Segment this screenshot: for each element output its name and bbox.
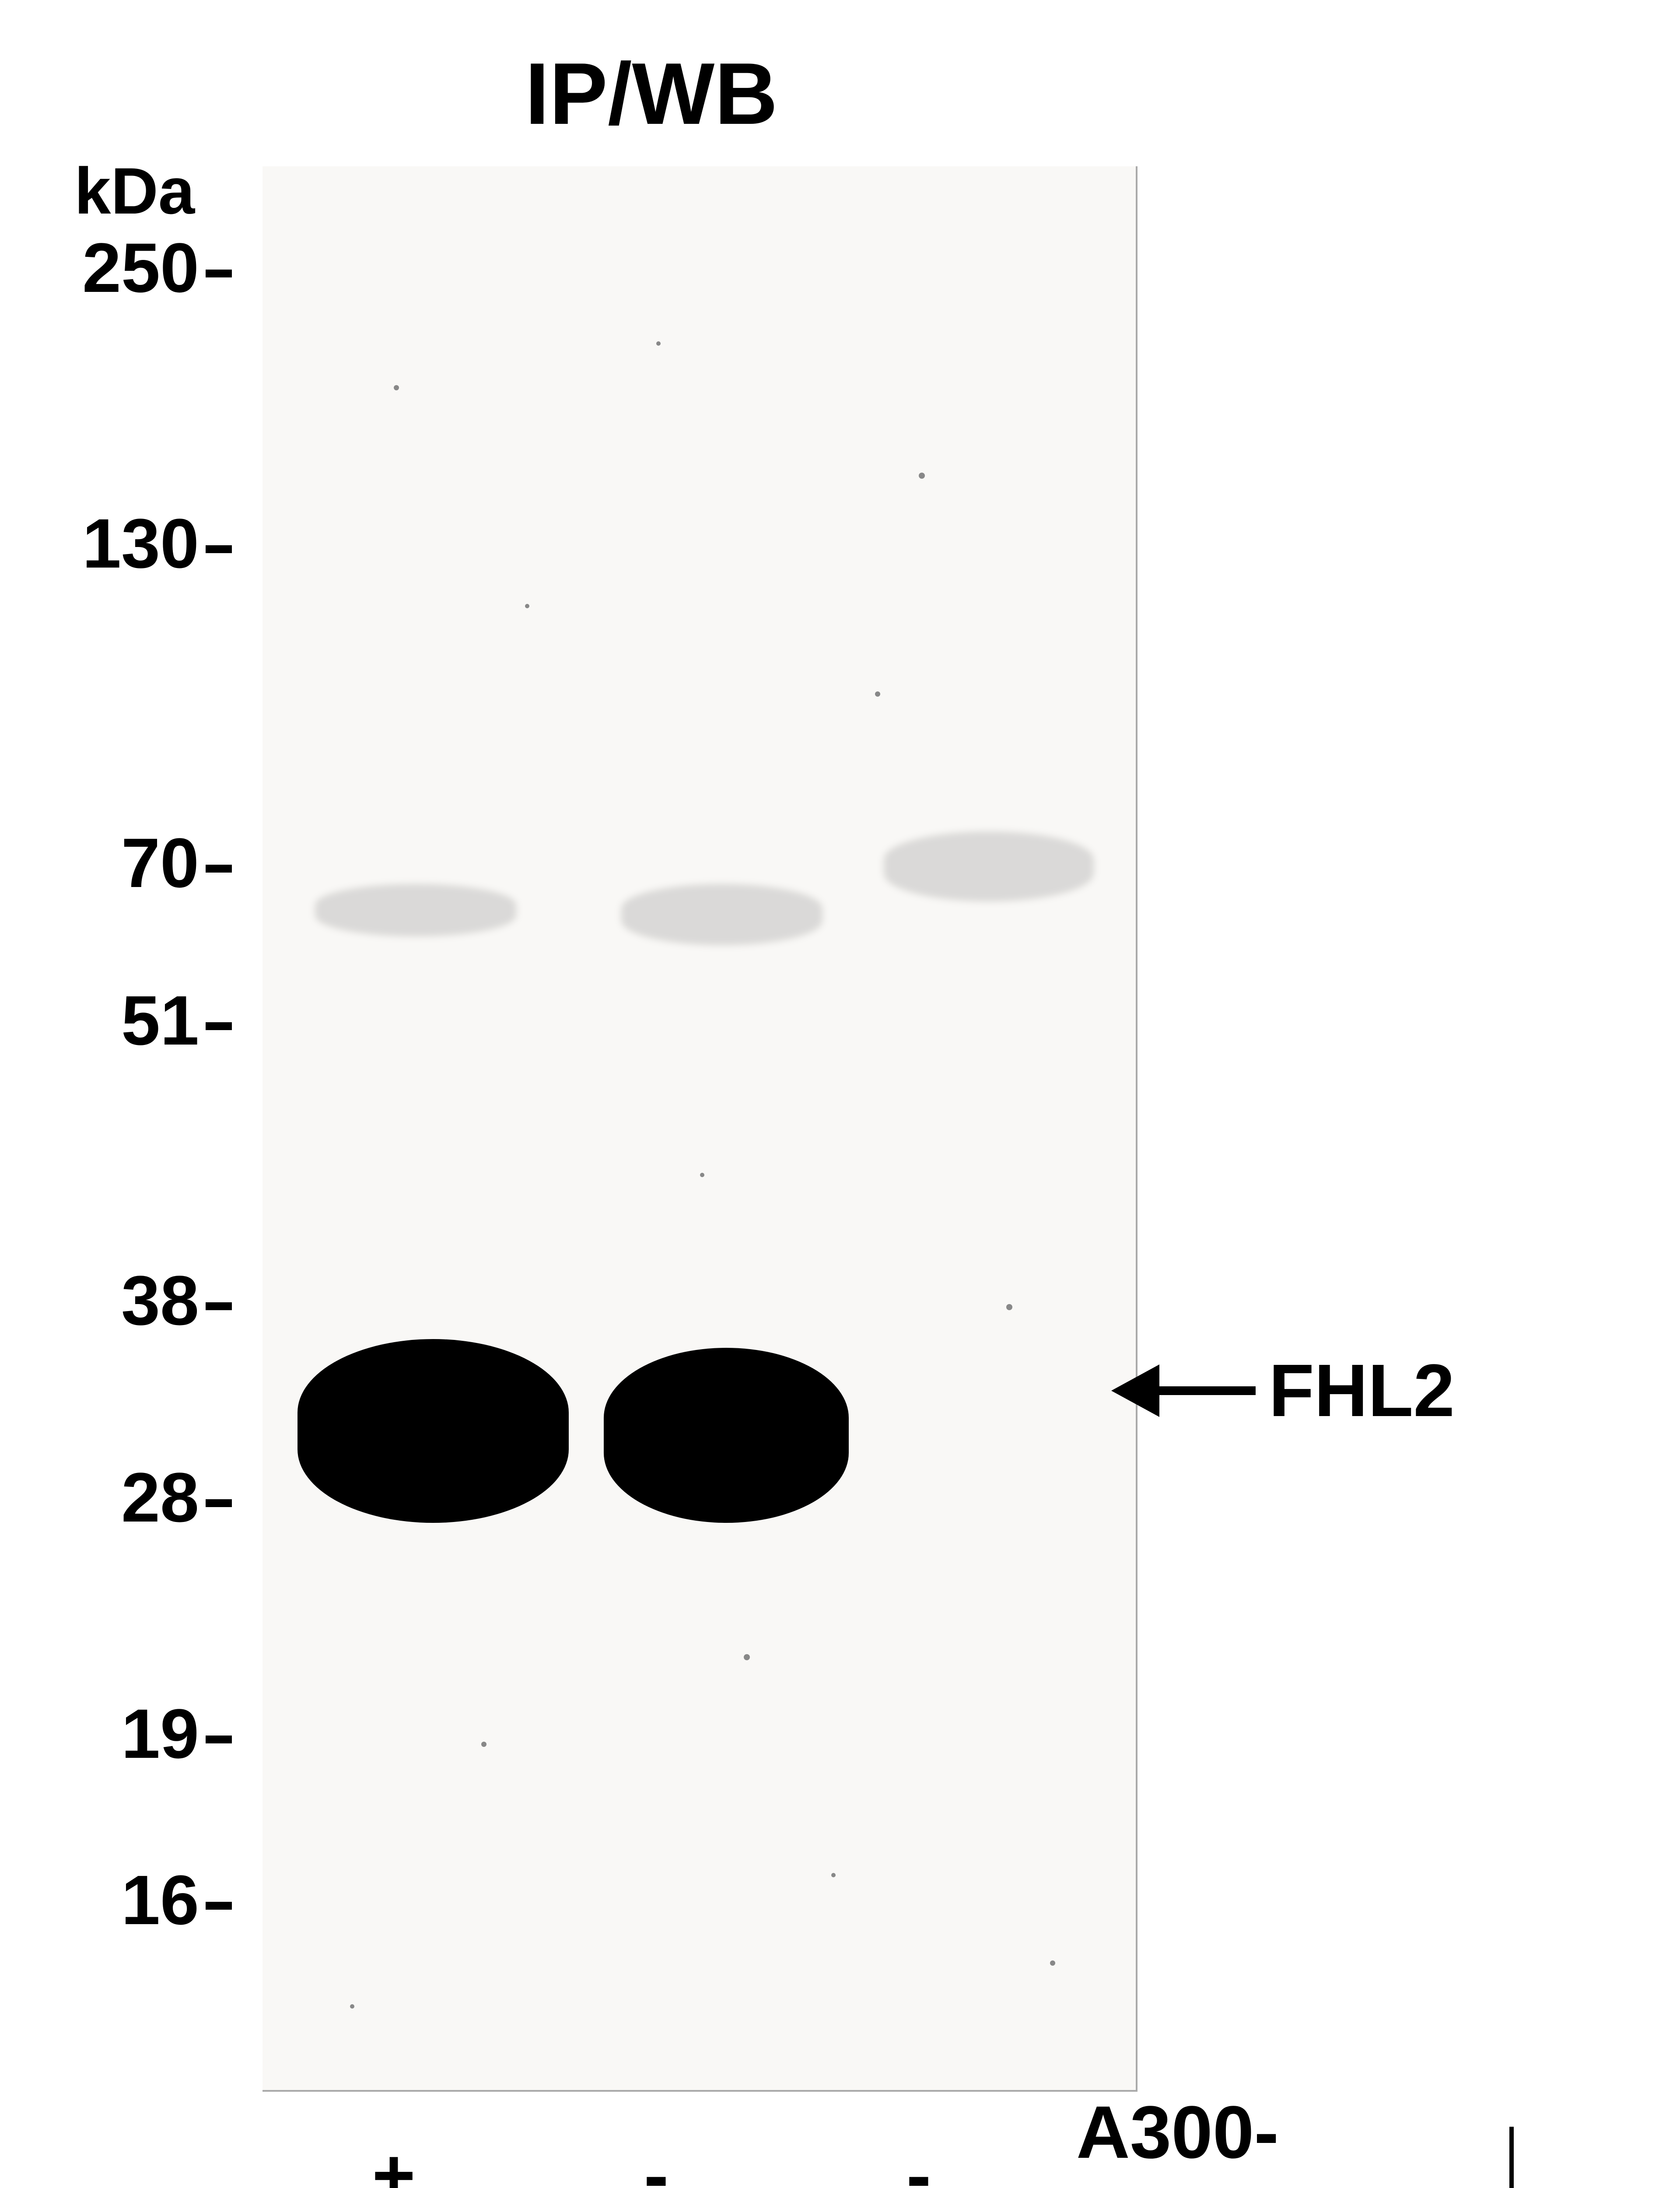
noise-speckle	[656, 341, 661, 346]
tick-icon	[206, 1902, 232, 1910]
kda-units-label: kDa	[74, 153, 195, 229]
noise-speckle	[831, 1873, 836, 1877]
noise-speckle	[744, 1654, 750, 1660]
target-protein-name: FHL2	[1269, 1348, 1455, 1434]
marker-28: 28	[66, 1457, 232, 1538]
arrow-head-icon	[1111, 1364, 1159, 1417]
arrow-left-icon	[1159, 1386, 1256, 1395]
noise-speckle	[525, 604, 529, 608]
table-row: + - - A300-332A	[262, 2122, 1531, 2188]
band-lane2	[604, 1348, 849, 1523]
marker-130: 130	[66, 503, 232, 584]
figure-container: IP/WB kDa 250 130 70 51 38 28 19 16 FHL2	[66, 44, 1614, 2188]
faint-band-lane1	[315, 884, 516, 936]
lane2-sign: -	[525, 2132, 788, 2188]
noise-speckle	[1050, 1960, 1055, 1966]
marker-70: 70	[66, 823, 232, 903]
tick-icon	[206, 865, 232, 873]
marker-19: 19	[66, 1694, 232, 1774]
noise-speckle	[875, 691, 880, 697]
marker-16: 16	[66, 1860, 232, 1940]
marker-250: 250	[66, 228, 232, 308]
lane3-sign: -	[788, 2132, 1050, 2188]
faint-band-lane3	[884, 831, 1094, 901]
tick-icon	[206, 1302, 232, 1310]
tick-icon	[206, 1736, 232, 1743]
figure-title: IP/WB	[525, 44, 778, 144]
tick-icon	[206, 545, 232, 553]
marker-38: 38	[66, 1260, 232, 1341]
antibody-name: A300-332A	[1050, 2090, 1444, 2188]
target-protein-label: FHL2	[1159, 1348, 1455, 1434]
marker-51: 51	[66, 980, 232, 1061]
noise-speckle	[700, 1173, 704, 1177]
noise-speckle	[394, 385, 399, 390]
noise-speckle	[1006, 1304, 1012, 1310]
noise-speckle	[919, 473, 925, 479]
ip-antibody-table: + - - A300-332A - + - A300-333A - - + Ct…	[262, 2122, 1531, 2188]
noise-speckle	[481, 1742, 486, 1747]
bracket-line-icon	[1509, 2127, 1514, 2188]
band-lane1	[298, 1339, 569, 1523]
faint-band-lane2	[621, 884, 822, 945]
tick-icon	[206, 270, 232, 277]
western-blot-image	[262, 166, 1138, 2092]
noise-speckle	[350, 2004, 354, 2009]
tick-icon	[206, 1499, 232, 1507]
lane1-sign: +	[262, 2132, 525, 2188]
tick-icon	[206, 1022, 232, 1030]
